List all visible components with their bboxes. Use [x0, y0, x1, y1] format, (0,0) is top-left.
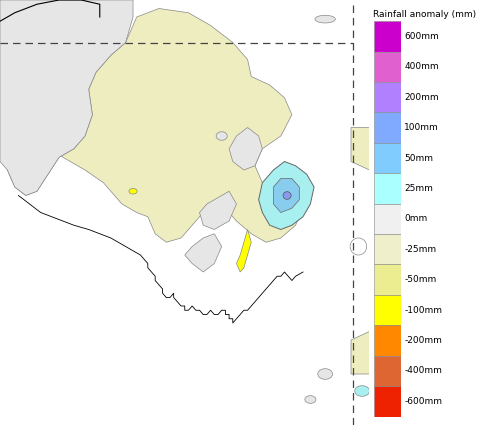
Bar: [374, 143, 401, 173]
Polygon shape: [199, 191, 237, 230]
Text: 0mm: 0mm: [404, 214, 427, 224]
Ellipse shape: [355, 386, 369, 396]
Text: 50mm: 50mm: [404, 153, 433, 163]
Bar: [374, 295, 401, 325]
Polygon shape: [351, 128, 369, 170]
Ellipse shape: [129, 189, 137, 194]
Text: -400mm: -400mm: [404, 366, 442, 375]
Ellipse shape: [318, 369, 333, 380]
Ellipse shape: [350, 238, 367, 255]
Bar: [374, 52, 401, 82]
Ellipse shape: [216, 132, 227, 140]
Bar: [374, 386, 401, 416]
Text: 200mm: 200mm: [404, 93, 439, 102]
Polygon shape: [0, 0, 118, 132]
Text: 600mm: 600mm: [404, 32, 439, 41]
Bar: [374, 356, 401, 386]
Ellipse shape: [305, 396, 316, 403]
Text: 25mm: 25mm: [404, 184, 433, 193]
Bar: [374, 82, 401, 113]
Ellipse shape: [283, 192, 291, 199]
Polygon shape: [259, 162, 314, 230]
Polygon shape: [0, 0, 133, 196]
Bar: [374, 204, 401, 234]
Bar: [374, 234, 401, 264]
Text: 100mm: 100mm: [404, 123, 439, 132]
Text: Rainfall anomaly (mm): Rainfall anomaly (mm): [373, 10, 476, 19]
Text: -25mm: -25mm: [404, 245, 436, 254]
Text: -100mm: -100mm: [404, 306, 442, 314]
Text: -600mm: -600mm: [404, 397, 442, 406]
Polygon shape: [7, 8, 303, 242]
Bar: [374, 173, 401, 204]
Ellipse shape: [315, 15, 335, 23]
Bar: [374, 113, 401, 143]
Bar: [374, 21, 401, 52]
Polygon shape: [273, 178, 299, 212]
Text: -200mm: -200mm: [404, 336, 442, 345]
Polygon shape: [351, 332, 369, 374]
Polygon shape: [237, 230, 251, 272]
Bar: [374, 264, 401, 295]
Polygon shape: [185, 234, 222, 272]
Text: -50mm: -50mm: [404, 275, 436, 284]
Polygon shape: [229, 128, 262, 170]
Text: 400mm: 400mm: [404, 62, 439, 71]
Bar: [374, 325, 401, 356]
